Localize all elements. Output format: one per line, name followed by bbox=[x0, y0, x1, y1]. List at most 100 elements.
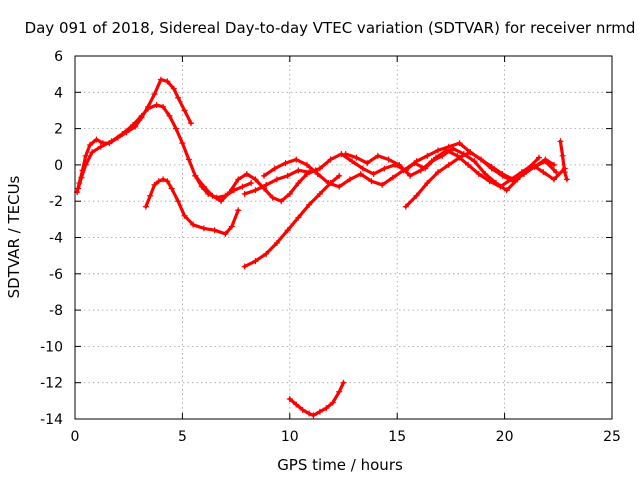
data-point bbox=[153, 102, 160, 109]
data-point bbox=[78, 174, 85, 181]
data-point bbox=[187, 120, 194, 127]
data-point bbox=[349, 158, 356, 165]
data-point bbox=[172, 125, 179, 132]
data-point bbox=[385, 156, 392, 163]
data-point bbox=[226, 189, 233, 196]
data-point bbox=[160, 176, 167, 183]
data-point bbox=[435, 169, 442, 176]
data-point bbox=[261, 172, 268, 179]
x-tick-label: 5 bbox=[178, 429, 187, 445]
x-tick-label: 0 bbox=[71, 429, 80, 445]
data-point bbox=[499, 172, 506, 179]
data-point bbox=[316, 408, 323, 415]
series-arc-4 bbox=[192, 167, 319, 205]
data-point bbox=[235, 207, 242, 214]
data-point bbox=[510, 178, 517, 185]
series-line bbox=[144, 177, 240, 236]
data-point bbox=[310, 412, 317, 419]
data-point bbox=[336, 388, 343, 395]
data-point bbox=[559, 152, 566, 159]
data-point bbox=[155, 178, 162, 185]
data-point bbox=[402, 203, 409, 210]
data-point bbox=[295, 214, 302, 221]
data-point bbox=[482, 170, 489, 177]
x-tick-label: 15 bbox=[388, 429, 406, 445]
data-point bbox=[252, 176, 259, 183]
data-point bbox=[93, 136, 100, 143]
data-point bbox=[192, 172, 199, 179]
data-series bbox=[74, 76, 570, 419]
series-arc-7 bbox=[342, 145, 542, 194]
data-point bbox=[181, 212, 188, 219]
data-point bbox=[286, 190, 293, 197]
data-point bbox=[314, 170, 321, 177]
data-point bbox=[316, 165, 323, 172]
data-point bbox=[368, 178, 375, 185]
data-point bbox=[389, 174, 396, 181]
data-point bbox=[551, 176, 558, 183]
data-point bbox=[370, 170, 377, 177]
data-point bbox=[340, 379, 347, 386]
data-point bbox=[477, 156, 484, 163]
data-point bbox=[493, 180, 500, 187]
series-arc-6 bbox=[261, 147, 568, 190]
data-point bbox=[475, 170, 482, 177]
series-line bbox=[76, 103, 253, 200]
data-point bbox=[381, 165, 388, 172]
data-point bbox=[488, 165, 495, 172]
chart-title: Day 091 of 2018, Sidereal Day-to-day VTE… bbox=[25, 19, 636, 37]
series-arc-11 bbox=[557, 138, 570, 183]
grid bbox=[75, 56, 612, 419]
data-point bbox=[303, 161, 310, 168]
data-point bbox=[435, 147, 442, 154]
data-point bbox=[145, 105, 152, 112]
y-tick-label: 2 bbox=[54, 122, 63, 138]
data-point bbox=[306, 201, 313, 208]
data-point bbox=[467, 149, 474, 156]
data-point bbox=[445, 143, 452, 150]
data-point bbox=[278, 198, 285, 205]
y-tick-label: 6 bbox=[54, 49, 63, 65]
data-point bbox=[327, 156, 334, 163]
data-point bbox=[273, 239, 280, 246]
data-point bbox=[147, 192, 154, 199]
data-point bbox=[87, 141, 94, 148]
series-arc-2 bbox=[75, 102, 255, 201]
y-tick-label: -12 bbox=[40, 376, 63, 392]
series-line bbox=[243, 174, 341, 269]
data-point bbox=[248, 180, 255, 187]
x-tick-label: 10 bbox=[281, 429, 299, 445]
data-point bbox=[563, 176, 570, 183]
data-point bbox=[175, 94, 182, 101]
series-line bbox=[558, 139, 569, 181]
y-tick-label: 4 bbox=[54, 85, 63, 101]
data-point bbox=[424, 180, 431, 187]
data-point bbox=[353, 154, 360, 161]
data-point bbox=[561, 169, 568, 176]
data-point bbox=[138, 112, 145, 119]
data-point bbox=[241, 190, 248, 197]
data-point bbox=[374, 152, 381, 159]
data-point bbox=[239, 183, 246, 190]
data-point bbox=[293, 401, 300, 408]
data-point bbox=[540, 169, 547, 176]
y-tick-label: -8 bbox=[49, 303, 63, 319]
y-tick-label: -4 bbox=[49, 231, 63, 247]
data-point bbox=[82, 152, 89, 159]
data-point bbox=[190, 221, 197, 228]
data-point bbox=[241, 263, 248, 270]
data-point bbox=[535, 154, 542, 161]
data-point bbox=[218, 198, 225, 205]
data-point bbox=[160, 103, 167, 110]
data-point bbox=[252, 258, 259, 265]
data-point bbox=[200, 183, 207, 190]
data-point bbox=[299, 406, 306, 413]
data-point bbox=[97, 143, 104, 150]
data-point bbox=[108, 138, 115, 145]
series-line bbox=[243, 141, 556, 196]
series-arc-3 bbox=[142, 176, 242, 237]
data-point bbox=[151, 181, 158, 188]
data-point bbox=[295, 167, 302, 174]
y-tick-label: -14 bbox=[40, 412, 63, 428]
series-arc-1 bbox=[74, 76, 194, 196]
